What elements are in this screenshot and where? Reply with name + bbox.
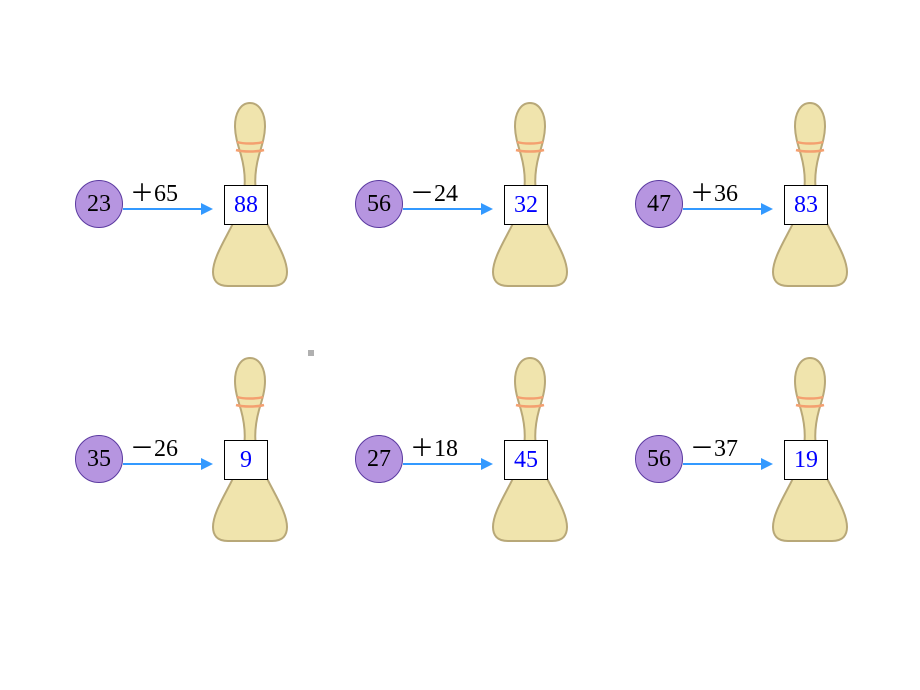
start-value: 56 — [647, 446, 671, 473]
start-value: 27 — [367, 446, 391, 473]
start-value: 35 — [87, 446, 111, 473]
arrow-icon — [403, 459, 493, 469]
problem-cell: 47 ＋36 83 — [635, 100, 865, 290]
start-ball: 27 — [355, 435, 403, 483]
operation-label: －37 — [690, 428, 738, 463]
start-ball: 56 — [355, 180, 403, 228]
problem-cell: 23 ＋65 88 — [75, 100, 305, 290]
start-ball: 47 — [635, 180, 683, 228]
operation-label: －24 — [410, 173, 458, 208]
problem-grid: 23 ＋65 88 56 －24 32 47 ＋36 83 35 －26 9 2… — [75, 100, 865, 545]
problem-cell: 27 ＋18 45 — [355, 355, 585, 545]
start-ball: 56 — [635, 435, 683, 483]
answer-box: 45 — [504, 440, 548, 480]
arrow-icon — [123, 459, 213, 469]
answer-value: 9 — [240, 447, 252, 474]
problem-cell: 56 －37 19 — [635, 355, 865, 545]
answer-box: 32 — [504, 185, 548, 225]
answer-value: 19 — [794, 447, 818, 474]
operation-label: －26 — [130, 428, 178, 463]
answer-value: 88 — [234, 192, 258, 219]
answer-value: 32 — [514, 192, 538, 219]
start-value: 23 — [87, 191, 111, 218]
answer-box: 83 — [784, 185, 828, 225]
operation-label: ＋18 — [410, 428, 458, 463]
start-value: 47 — [647, 191, 671, 218]
problem-cell: 35 －26 9 — [75, 355, 305, 545]
start-ball: 35 — [75, 435, 123, 483]
answer-value: 83 — [794, 192, 818, 219]
start-ball: 23 — [75, 180, 123, 228]
start-value: 56 — [367, 191, 391, 218]
problem-cell: 56 －24 32 — [355, 100, 585, 290]
arrow-icon — [403, 204, 493, 214]
answer-box: 88 — [224, 185, 268, 225]
arrow-icon — [123, 204, 213, 214]
operation-label: ＋36 — [690, 173, 738, 208]
answer-value: 45 — [514, 447, 538, 474]
decorative-dot — [308, 350, 314, 356]
operation-label: ＋65 — [130, 173, 178, 208]
answer-box: 19 — [784, 440, 828, 480]
arrow-icon — [683, 459, 773, 469]
arrow-icon — [683, 204, 773, 214]
answer-box: 9 — [224, 440, 268, 480]
